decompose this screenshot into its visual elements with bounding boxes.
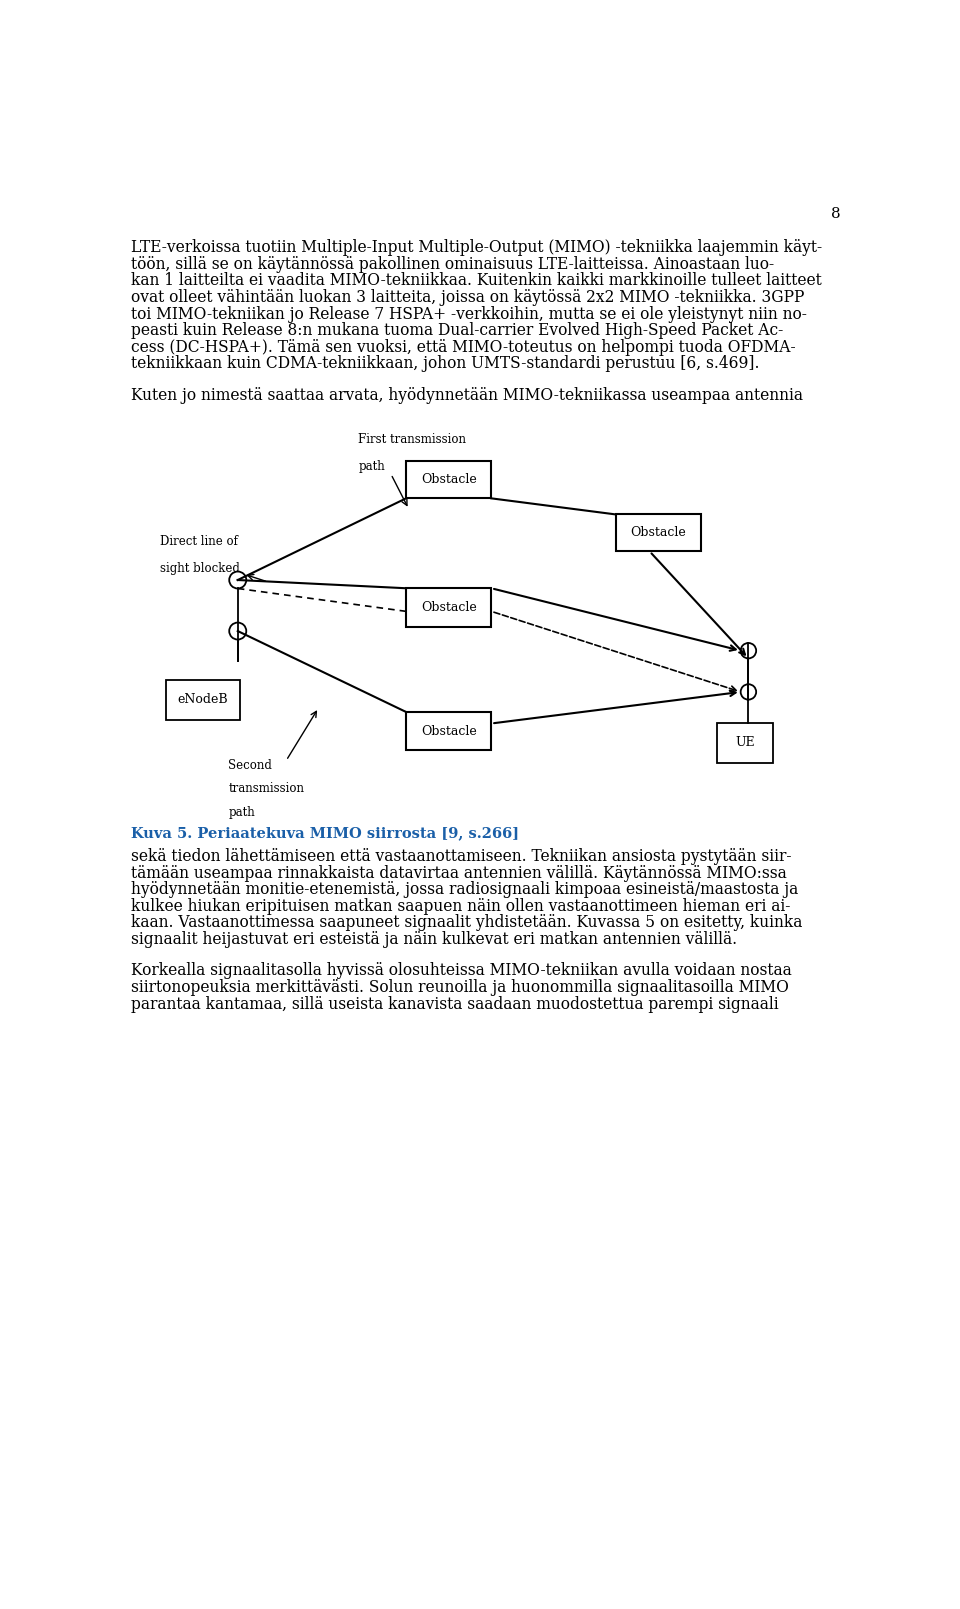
Text: eNodeB: eNodeB [178, 693, 228, 706]
Text: signaalit heijastuvat eri esteistä ja näin kulkevat eri matkan antennien välillä: signaalit heijastuvat eri esteistä ja nä… [131, 932, 737, 948]
Text: parantaa kantamaa, sillä useista kanavista saadaan muodostettua parempi signaali: parantaa kantamaa, sillä useista kanavis… [131, 996, 779, 1012]
Text: Direct line of: Direct line of [159, 534, 238, 547]
Text: 8: 8 [831, 208, 841, 220]
Text: Second: Second [228, 759, 273, 772]
Text: Korkealla signaalitasolla hyvissä olosuhteissa MIMO-tekniikan avulla voidaan nos: Korkealla signaalitasolla hyvissä olosuh… [131, 962, 792, 980]
Text: ovat olleet vähintään luokan 3 laitteita, joissa on käytössä 2x2 MIMO -tekniikka: ovat olleet vähintään luokan 3 laitteita… [131, 290, 804, 306]
Bar [166, 679, 240, 719]
Text: kaan. Vastaanottimessa saapuneet signaalit yhdistetään. Kuvassa 5 on esitetty, k: kaan. Vastaanottimessa saapuneet signaal… [131, 914, 803, 932]
Text: transmission: transmission [228, 782, 304, 795]
Text: UE: UE [735, 737, 755, 750]
Text: peasti kuin Release 8:n mukana tuoma Dual-carrier Evolved High-Speed Packet Ac-: peasti kuin Release 8:n mukana tuoma Dua… [131, 322, 783, 339]
Text: LTE-verkoissa tuotiin Multiple-Input Multiple-Output (MIMO) -tekniikka laajemmin: LTE-verkoissa tuotiin Multiple-Input Mul… [131, 240, 822, 256]
Text: Kuva 5. Periaatekuva MIMO siirrosta [9, s.266]: Kuva 5. Periaatekuva MIMO siirrosta [9, … [131, 827, 519, 840]
Text: kulkee hiukan eripituisen matkan saapuen näin ollen vastaanottimeen hieman eri a: kulkee hiukan eripituisen matkan saapuen… [131, 898, 790, 916]
Text: hyödynnetään monitie-etenemistä, jossa radiosignaali kimpoaa esineistä/maastosta: hyödynnetään monitie-etenemistä, jossa r… [131, 882, 798, 898]
Text: Obstacle: Obstacle [420, 724, 476, 737]
Text: path: path [358, 460, 385, 473]
Text: sight blocked: sight blocked [159, 562, 240, 576]
Text: Kuten jo nimestä saattaa arvata, hyödynnetään MIMO-tekniikassa useampaa antennia: Kuten jo nimestä saattaa arvata, hyödynn… [131, 386, 803, 404]
Text: töön, sillä se on käytännössä pakollinen ominaisuus LTE-laitteissa. Ainoastaan l: töön, sillä se on käytännössä pakollinen… [131, 256, 774, 274]
Text: sekä tiedon lähettämiseen että vastaanottamiseen. Tekniikan ansiosta pystytään s: sekä tiedon lähettämiseen että vastaanot… [131, 848, 791, 866]
Text: Obstacle: Obstacle [631, 526, 686, 539]
Text: toi MIMO-tekniikan jo Release 7 HSPA+ -verkkoihin, mutta se ei ole yleistynyt ni: toi MIMO-tekniikan jo Release 7 HSPA+ -v… [131, 306, 806, 322]
Bar [615, 515, 701, 552]
Text: path: path [228, 806, 255, 819]
Text: kan 1 laitteilta ei vaadita MIMO-tekniikkaa. Kuitenkin kaikki markkinoille tulle: kan 1 laitteilta ei vaadita MIMO-tekniik… [131, 272, 822, 290]
Bar [717, 722, 773, 763]
Bar [406, 589, 492, 628]
Text: tämään useampaa rinnakkaista datavirtaa antennien välillä. Käytännössä MIMO:ssa: tämään useampaa rinnakkaista datavirtaa … [131, 864, 786, 882]
Text: siirtonopeuksia merkittävästi. Solun reunoilla ja huonommilla signaalitasoilla M: siirtonopeuksia merkittävästi. Solun reu… [131, 978, 789, 996]
Bar [406, 462, 492, 499]
Text: tekniikkaan kuin CDMA-tekniikkaan, johon UMTS-standardi perustuu [6, s.469].: tekniikkaan kuin CDMA-tekniikkaan, johon… [131, 356, 759, 372]
Text: cess (DC-HSPA+). Tämä sen vuoksi, että MIMO-toteutus on helpompi tuoda OFDMA-: cess (DC-HSPA+). Tämä sen vuoksi, että M… [131, 338, 796, 356]
Text: Obstacle: Obstacle [420, 602, 476, 615]
Text: Obstacle: Obstacle [420, 473, 476, 486]
Text: First transmission: First transmission [358, 433, 467, 446]
Bar [406, 711, 492, 750]
